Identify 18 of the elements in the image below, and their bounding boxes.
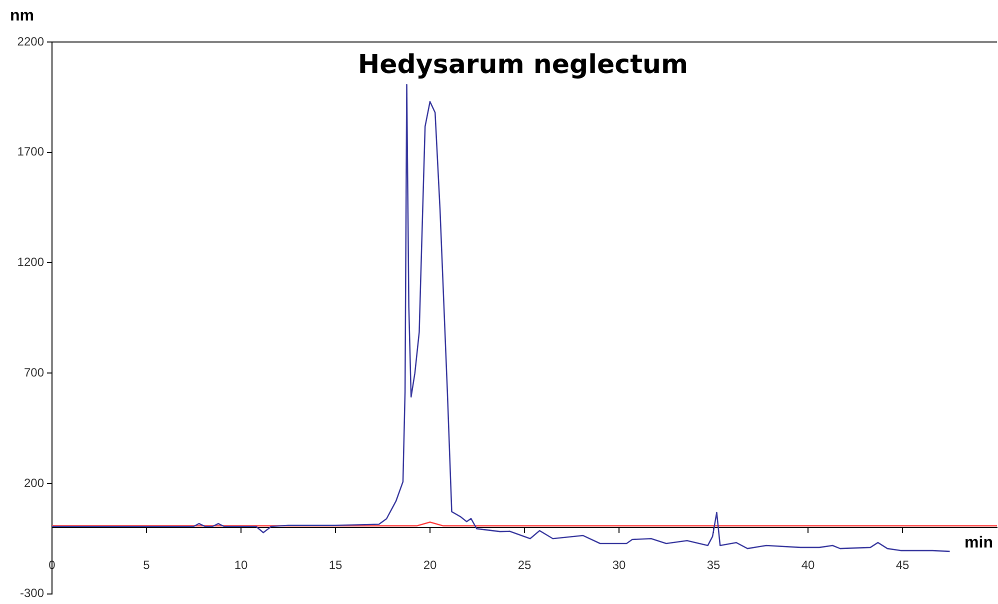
y-tick-label: 700 [24,365,44,380]
x-tick-label: 15 [328,558,342,572]
y-tick-label: 200 [24,476,44,490]
y-tick-label: -300 [20,586,44,600]
x-tick-label: 45 [896,558,910,572]
x-tick-label: 10 [234,558,248,572]
x-tick-label: 25 [518,558,532,572]
x-tick-label: 5 [143,558,150,572]
y-tick-label: 2200 [17,34,44,48]
x-tick-label: 20 [423,558,437,572]
x-axis-title: min [964,534,993,552]
y-axis-title: nm [10,7,34,24]
y-tick-label: 1700 [17,144,44,159]
x-tick-label: 40 [801,558,815,572]
x-tick-label: 35 [706,558,720,572]
y-tick-label: 1200 [17,255,44,270]
x-tick-label: 30 [612,558,626,572]
chart-title: Hedysarum neglectum [358,50,688,80]
